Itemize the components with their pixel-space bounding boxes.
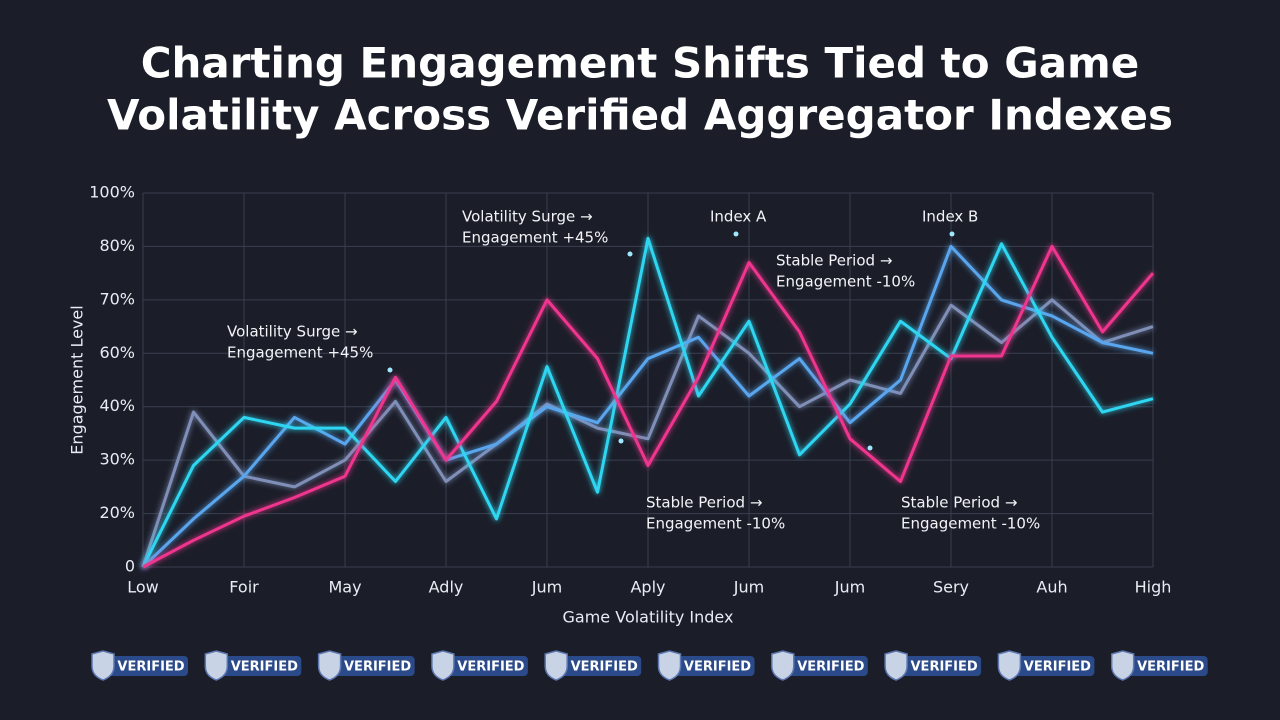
y-tick-label: 70% [99, 289, 135, 308]
verified-badge: VERIFIED [204, 650, 302, 681]
x-axis-label: Game Volatility Index [563, 608, 734, 627]
badge-bg [104, 656, 188, 676]
y-axis-label: Engagement Level [68, 305, 87, 454]
verified-badge: VERIFIED [431, 650, 528, 681]
badge-shield [1110, 650, 1135, 681]
annotation: Engagement -10% [776, 273, 915, 291]
verified-badge: VERIFIED [544, 650, 642, 681]
x-tick-label: Jum [834, 578, 865, 597]
x-tick-label: Sery [933, 578, 969, 597]
badge-text: VERIFIED [1137, 660, 1204, 675]
y-tick-label: 60% [99, 343, 135, 362]
annotation: Stable Period → [776, 252, 892, 270]
annotation: Stable Period → [901, 494, 1017, 512]
badge-bg [1010, 656, 1095, 676]
badge-shield [544, 650, 568, 681]
annotation: Engagement -10% [901, 515, 1040, 533]
y-tick-label: 100% [89, 183, 135, 202]
badge-shield [657, 650, 682, 681]
x-tick-label: High [1135, 578, 1172, 597]
y-tick-label: 20% [99, 503, 135, 522]
badge-shield [91, 650, 115, 681]
badge-bg [1123, 656, 1208, 676]
badge-text: VERIFIED [571, 660, 638, 675]
y-tick-label: 40% [99, 396, 135, 415]
badge-text: VERIFIED [911, 660, 978, 675]
series-line [141, 236, 1154, 568]
badge-text: VERIFIED [684, 660, 751, 675]
annotation: Engagement +45% [227, 344, 373, 362]
annotation-dot [733, 231, 739, 237]
badge-shield [884, 650, 908, 681]
badge-bg [557, 656, 642, 676]
badge-text: VERIFIED [231, 660, 298, 675]
annotation: Index A [710, 208, 767, 226]
x-tick-label: Aply [630, 578, 665, 597]
verified-badge: VERIFIED [1110, 650, 1208, 681]
chart-title: Charting Engagement Shifts Tied to Game [141, 39, 1140, 88]
badge-text: VERIFIED [797, 660, 864, 675]
badge-bg [783, 656, 868, 676]
x-tick-label: Auh [1036, 578, 1067, 597]
series-line [141, 298, 1154, 568]
series-line [142, 244, 1155, 569]
verified-badge: VERIFIED [884, 650, 982, 681]
annotation-dot [627, 251, 633, 257]
verified-badge: VERIFIED [91, 650, 188, 681]
badge-bg [330, 656, 415, 676]
badge-bg [217, 656, 302, 676]
x-tick-label: Jum [531, 578, 562, 597]
x-tick-label: Adly [429, 578, 464, 597]
badge-bg [443, 656, 528, 676]
x-tick-label: May [328, 578, 361, 597]
chart-title: Volatility Across Verified Aggregator In… [107, 91, 1173, 140]
annotation: Volatility Surge → [462, 208, 593, 226]
y-tick-label: 0 [125, 557, 135, 576]
annotation-dot [867, 445, 873, 451]
annotation: Engagement +45% [462, 229, 608, 247]
x-tick-label: Foir [229, 578, 259, 597]
badge-shield [431, 650, 455, 681]
badge-shield [317, 650, 342, 681]
badge-text: VERIFIED [1024, 660, 1091, 675]
verified-badge: VERIFIED [657, 650, 755, 681]
x-tick-label: Jum [733, 578, 764, 597]
verified-badge: VERIFIED [771, 650, 868, 681]
badge-bg [670, 656, 755, 676]
verified-badge: VERIFIED [997, 650, 1095, 681]
y-tick-label: 80% [99, 236, 135, 255]
annotation-dot [949, 231, 955, 237]
verified-badge: VERIFIED [317, 650, 415, 681]
badge-shield [204, 650, 229, 681]
badge-text: VERIFIED [344, 660, 411, 675]
annotation: Volatility Surge → [227, 323, 358, 341]
badge-bg [897, 656, 982, 676]
x-tick-label: Low [127, 578, 159, 597]
annotation: Index B [922, 208, 978, 226]
annotation-dot [387, 367, 393, 373]
badge-shield [771, 650, 795, 681]
badge-text: VERIFIED [117, 660, 184, 675]
annotation: Engagement -10% [646, 515, 785, 533]
badge-text: VERIFIED [457, 660, 524, 675]
badge-shield [997, 650, 1022, 681]
annotation: Stable Period → [646, 494, 762, 512]
y-tick-label: 30% [99, 450, 135, 469]
annotation-dot [618, 438, 624, 444]
